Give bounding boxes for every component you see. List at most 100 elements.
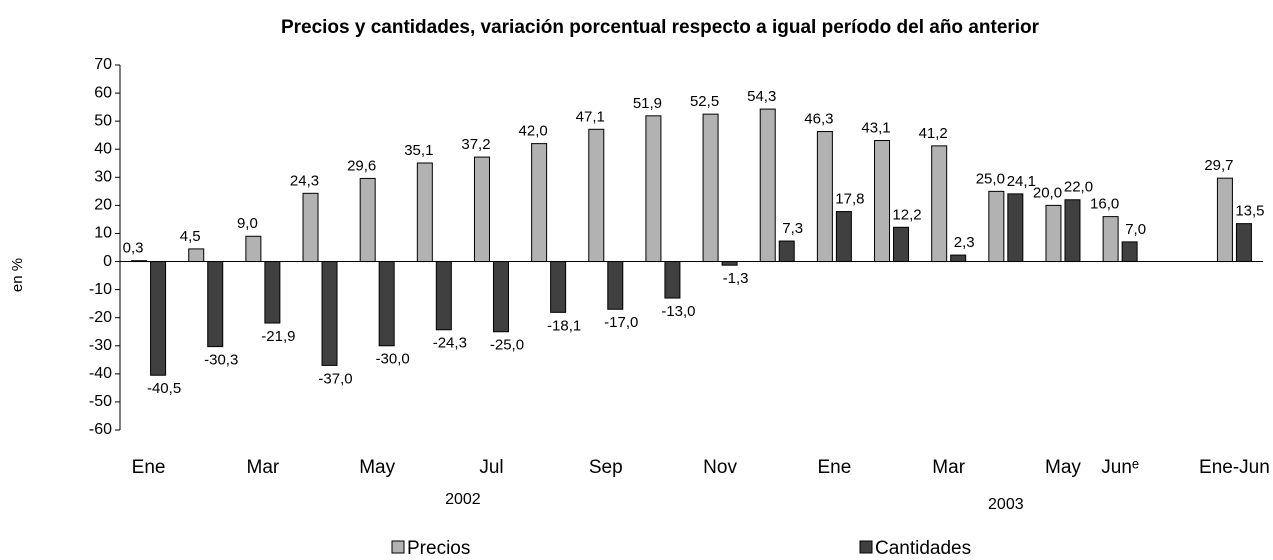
- value-label: 7,3: [782, 220, 803, 237]
- bar: [664, 261, 681, 299]
- x-tick-label: Nov: [703, 457, 737, 478]
- y-tick-label: 60: [94, 84, 112, 101]
- value-label: 16,0: [1090, 196, 1119, 213]
- bar: [302, 192, 319, 263]
- y-tick-label: -30: [89, 337, 112, 354]
- bar: [1045, 204, 1062, 263]
- bar: [321, 261, 338, 366]
- value-label: 29,7: [1204, 157, 1233, 174]
- value-label: -37,0: [318, 370, 352, 387]
- bar: [702, 113, 719, 263]
- value-label: 24,1: [1007, 173, 1036, 190]
- value-label: -21,9: [261, 328, 295, 345]
- value-label: 42,0: [519, 123, 548, 140]
- value-label: -40,5: [147, 380, 181, 397]
- value-label: 46,3: [804, 111, 833, 128]
- x-tick-label: Ene: [132, 457, 166, 478]
- value-label: -13,0: [661, 303, 695, 320]
- y-tick-label: 0: [103, 253, 112, 270]
- value-label: 9,0: [237, 215, 258, 232]
- value-label: 17,8: [835, 191, 864, 208]
- value-label: 4,5: [180, 228, 201, 245]
- chart-title: Precios y cantidades, variación porcentu…: [281, 17, 1040, 38]
- value-label: 25,0: [976, 170, 1005, 187]
- bar: [473, 156, 490, 263]
- value-label: 12,2: [892, 206, 921, 223]
- value-label: 52,5: [690, 93, 719, 110]
- value-label: -18,1: [547, 317, 581, 334]
- bar: [721, 261, 738, 266]
- value-label: 47,1: [576, 108, 605, 125]
- value-label: 35,1: [404, 142, 433, 159]
- y-tick-label: 40: [94, 140, 112, 157]
- value-label: 0,3: [123, 240, 144, 257]
- value-label: 41,2: [919, 125, 948, 142]
- bar: [150, 261, 167, 376]
- bar: [950, 254, 967, 263]
- y-tick-label: -40: [89, 365, 112, 382]
- x-tick-label: Ene-Jun: [1199, 457, 1270, 478]
- y-axis-label: en %: [9, 258, 26, 292]
- value-label: 43,1: [861, 119, 890, 136]
- x-tick-label: May: [359, 457, 395, 478]
- bar: [874, 140, 891, 263]
- bar: [359, 177, 376, 263]
- y-tick-label: -20: [89, 309, 112, 326]
- value-label: 20,0: [1033, 184, 1062, 201]
- value-label: 13,5: [1235, 203, 1264, 220]
- x-tick-label: Sep: [589, 457, 623, 478]
- y-tick-label: 50: [94, 112, 112, 129]
- value-label: 22,0: [1064, 179, 1093, 196]
- legend-label: Precios: [407, 538, 470, 559]
- x-tick-label: Junᵉ: [1101, 457, 1139, 478]
- bar: [435, 261, 452, 331]
- bar: [207, 261, 224, 348]
- bar: [264, 261, 281, 324]
- value-label: 2,3: [954, 234, 975, 251]
- bar: [1064, 199, 1081, 263]
- value-label: -24,3: [433, 335, 467, 352]
- legend-label: Cantidades: [875, 538, 971, 559]
- value-label: 37,2: [461, 136, 490, 153]
- bar: [1121, 241, 1138, 263]
- y-tick-label: -10: [89, 281, 112, 298]
- legend-swatch: [859, 540, 873, 554]
- bar: [1216, 177, 1233, 263]
- y-tick-label: 30: [94, 169, 112, 186]
- x-tick-label: May: [1045, 457, 1081, 478]
- bar: [1235, 223, 1252, 263]
- bar: [588, 128, 605, 263]
- group-label: 2003: [988, 496, 1024, 513]
- value-label: -1,3: [723, 270, 749, 287]
- bar: [188, 248, 205, 263]
- bar: [492, 261, 509, 333]
- x-tick-label: Jul: [479, 457, 503, 478]
- bar: [893, 226, 910, 263]
- bar: [531, 143, 548, 263]
- y-tick-label: 70: [94, 56, 112, 73]
- value-label: 54,3: [747, 88, 776, 105]
- bar: [835, 211, 852, 263]
- bar: [245, 235, 262, 263]
- bar: [778, 240, 795, 263]
- value-label: -30,3: [204, 352, 238, 369]
- bar: [816, 131, 833, 263]
- bar: [1102, 216, 1119, 263]
- value-label: -25,0: [490, 337, 524, 354]
- bar: [378, 261, 395, 347]
- bar: [1007, 193, 1024, 263]
- x-tick-label: Mar: [932, 457, 965, 478]
- value-label: 29,6: [347, 157, 376, 174]
- x-tick-label: Ene: [817, 457, 851, 478]
- value-label: -17,0: [604, 314, 638, 331]
- bar: [550, 261, 567, 313]
- value-label: 51,9: [633, 95, 662, 112]
- bar: [416, 162, 433, 263]
- y-tick-label: 10: [94, 225, 112, 242]
- value-label: 24,3: [290, 172, 319, 189]
- bar: [931, 145, 948, 263]
- bar: [759, 108, 776, 263]
- bar: [988, 190, 1005, 263]
- value-label: -30,0: [376, 351, 410, 368]
